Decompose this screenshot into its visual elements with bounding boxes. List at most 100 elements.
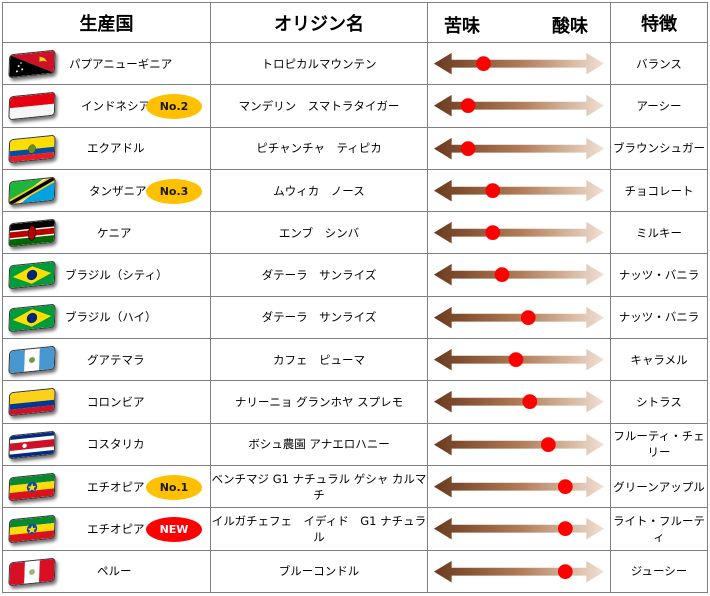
country-name: ブラジル（シティ） [65, 268, 168, 283]
feature-text: グリーンアップル [610, 464, 708, 509]
country-cell: ペルー [2, 549, 211, 593]
taste-arrow [433, 179, 605, 202]
origin-name: ピチャンチャ ティピカ [210, 126, 428, 170]
feature-text: アーシー [610, 84, 708, 128]
country-cell: エクアドル [2, 126, 211, 170]
taste-marker [557, 563, 573, 579]
taste-marker [557, 521, 573, 537]
tanzania-flag [8, 176, 56, 206]
country-name: エチオピア [87, 479, 145, 494]
header-origin: オリジン名 [210, 2, 428, 43]
country-cell: タンザニア No.3 [2, 168, 211, 213]
feature-text: チョコレート [610, 168, 708, 213]
table-row: ケニア エンブ シンバ ミルキー [2, 211, 708, 255]
taste-scale [427, 253, 611, 297]
taste-arrow [433, 306, 605, 329]
origin-name: ダテーラ サンライズ [210, 295, 428, 340]
taste-marker [520, 310, 536, 325]
country-cell: パプアニューギニア [2, 41, 211, 86]
header-country: 生産国 [2, 2, 211, 43]
peru-flag [8, 557, 56, 586]
taste-arrow [433, 560, 605, 583]
brazil-flag [8, 303, 56, 333]
taste-scale [427, 464, 611, 509]
table-row: ブラジル（シティ） ダテーラ サンライズ ナッツ・バニラ [2, 253, 708, 297]
taste-scale [427, 549, 611, 593]
taste-scale [427, 211, 611, 255]
country-name: エチオピア [87, 521, 145, 536]
guatemala-flag [8, 345, 56, 375]
taste-scale [427, 41, 611, 86]
taste-scale [427, 168, 611, 213]
indonesia-flag [8, 91, 56, 121]
origin-name: ベンチマジ G1 ナチュラル ゲシャ カルマチ [210, 464, 428, 509]
taste-arrow [433, 264, 605, 286]
taste-arrow [433, 391, 605, 413]
taste-arrow [433, 222, 605, 244]
table-row: インドネシア No.2 マンデリン スマトラタイガー アーシー [2, 84, 708, 128]
table-row: コロンビア ナリーニョ グランホヤ スプレモ シトラス [2, 380, 708, 424]
origin-name: エンブ シンバ [210, 211, 428, 255]
origin-name: カフェ ピューマ [210, 338, 428, 382]
table-row: エクアドル ピチャンチャ ティピカ ブラウンシュガー [2, 126, 708, 170]
taste-scale [427, 422, 611, 466]
taste-arrow [433, 433, 605, 456]
country-name: ペルー [97, 564, 132, 579]
country-name: エクアドル [87, 141, 145, 156]
table-row: コスタリカ ボシュ農園 アナエロハニー フルーティ・チェリー [2, 422, 708, 466]
taste-scale [427, 295, 611, 340]
feature-text: キャラメル [610, 338, 708, 382]
origin-name: イルガチェフェ イディド G1 ナチュラル [210, 507, 428, 551]
origin-name: トロピカルマウンテン [210, 41, 428, 86]
country-name: ブラジル（ハイ） [65, 310, 157, 325]
taste-arrow [433, 95, 605, 117]
country-name: コロンビア [87, 395, 145, 410]
taste-marker [460, 140, 476, 156]
taste-arrow [433, 475, 605, 498]
origin-name: ブルーコンドル [210, 549, 428, 593]
taste-scale [427, 84, 611, 128]
rank-badge: No.1 [146, 474, 202, 500]
country-cell: コスタリカ [2, 422, 211, 466]
taste-scale [427, 126, 611, 170]
header-feature: 特徴 [610, 2, 708, 43]
feature-text: ブラウンシュガー [610, 126, 708, 170]
table-row: ペルー ブルーコンドル ジューシー [2, 549, 708, 593]
ethiopia-flag [8, 514, 56, 544]
taste-marker [485, 183, 501, 198]
table-row: エチオピア No.1 ベンチマジ G1 ナチュラル ゲシャ カルマチ グリーンアップル [2, 464, 708, 509]
feature-text: ミルキー [610, 211, 708, 255]
feature-text: バランス [610, 41, 708, 86]
header-acidity: 酸味 [552, 16, 588, 37]
table-row: ブラジル（ハイ） ダテーラ サンライズ ナッツ・バニラ [2, 295, 708, 340]
taste-marker [460, 98, 476, 114]
rank-badge: No.3 [146, 178, 202, 204]
feature-text: ジューシー [610, 549, 708, 593]
taste-marker [522, 394, 538, 410]
country-cell: エチオピア NEW [2, 507, 211, 551]
country-name: インドネシア [81, 98, 150, 113]
header-row: 生産国 オリジン名 苦味 酸味 特徴 [2, 2, 708, 43]
origin-name: ダテーラ サンライズ [210, 253, 428, 297]
origin-name: ナリーニョ グランホヤ スプレモ [210, 380, 428, 424]
country-cell: インドネシア No.2 [2, 84, 211, 128]
origin-name: ムウィカ ノース [210, 168, 428, 213]
origin-name: ボシュ農園 アナエロハニー [210, 422, 428, 466]
papua-new-guinea-flag [8, 49, 56, 79]
table-row: パプアニューギニア トロピカルマウンテン バランス [2, 41, 708, 86]
feature-text: ナッツ・バニラ [610, 253, 708, 297]
brazil-flag [8, 261, 56, 290]
taste-marker [476, 56, 491, 72]
country-name: コスタリカ [87, 437, 145, 452]
taste-scale [427, 507, 611, 551]
ecuador-flag [8, 134, 56, 163]
taste-marker [485, 225, 501, 241]
feature-text: フルーティ・チェリー [610, 422, 708, 466]
taste-marker [557, 479, 573, 494]
table-row: グアテマラ カフェ ピューマ キャラメル [2, 338, 708, 382]
taste-scale [427, 380, 611, 424]
country-cell: コロンビア [2, 380, 211, 424]
costa-rica-flag [8, 430, 56, 460]
rank-badge: NEW [146, 517, 202, 543]
